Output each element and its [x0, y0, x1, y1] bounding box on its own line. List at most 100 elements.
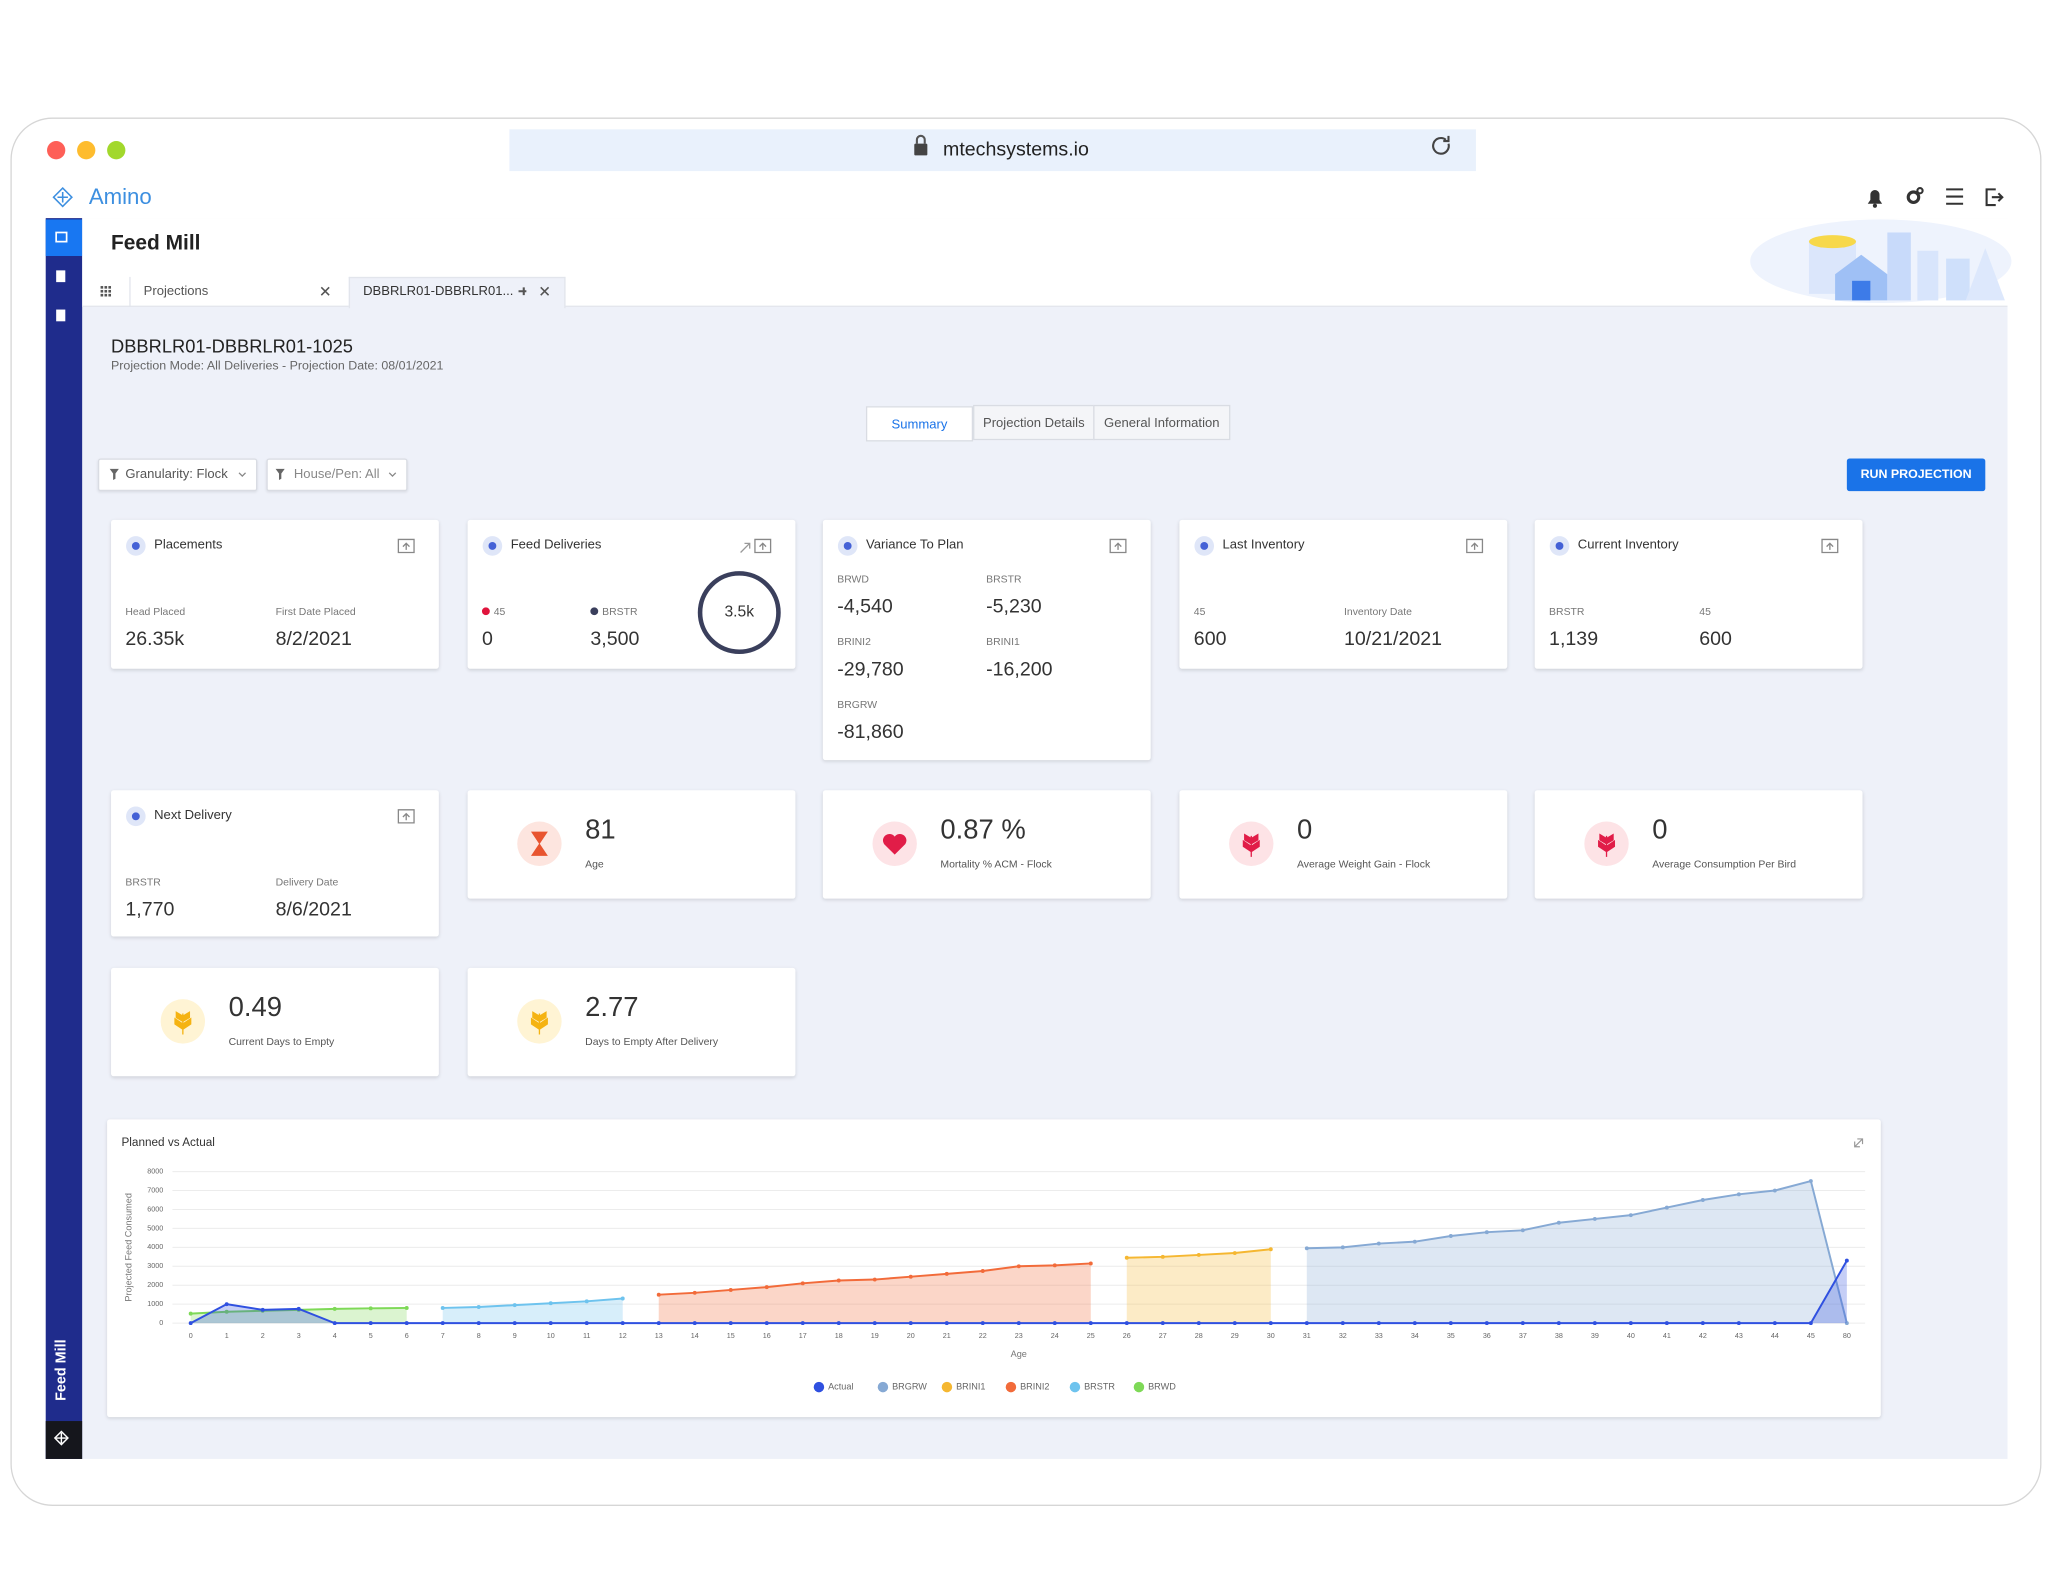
field-value: 26.35k [125, 628, 185, 651]
kpi-label: Age [585, 858, 604, 870]
x-tick-label: 29 [1231, 1332, 1239, 1340]
legend-label: BRGRW [892, 1382, 927, 1392]
series-point [1844, 1321, 1849, 1326]
series-point [1052, 1263, 1057, 1268]
legend-label: BRINI1 [956, 1382, 985, 1392]
field-value: 10/21/2021 [1343, 628, 1443, 651]
x-tick-label: 24 [1051, 1332, 1059, 1340]
field-value: 0 [481, 628, 493, 651]
x-tick-label: 35 [1447, 1332, 1455, 1340]
filter[interactable]: Granularity: Flock [97, 458, 258, 492]
series-point [836, 1278, 841, 1283]
series-point [404, 1305, 409, 1310]
field-label: BRSTR [1549, 606, 1585, 618]
filter[interactable]: House/Pen: All [266, 458, 408, 492]
series-area [1306, 1181, 1847, 1324]
view-tab-active[interactable]: Summary [865, 406, 974, 442]
kpi-label: Mortality % ACM - Flock [940, 858, 1052, 870]
series-point [1448, 1234, 1453, 1238]
sidebar-footer[interactable] [45, 1421, 83, 1459]
sidebar [45, 218, 83, 1459]
y-tick-label: 8000 [147, 1167, 163, 1175]
series-point [980, 1321, 985, 1326]
export-icon [1109, 538, 1127, 554]
export-icon [1466, 538, 1484, 554]
series-point [224, 1309, 229, 1314]
x-tick-label: 31 [1303, 1332, 1311, 1340]
series-point [1376, 1321, 1381, 1326]
logo-text[interactable]: Amino [88, 184, 152, 209]
view-tab[interactable]: Projection Details [973, 404, 1095, 441]
x-tick-label: 9 [513, 1332, 517, 1340]
series-point [1196, 1321, 1201, 1326]
series-point [1736, 1321, 1741, 1326]
legend-swatch [1005, 1381, 1017, 1393]
field-value: -29,780 [837, 658, 904, 681]
kpi-glyph [882, 834, 907, 855]
series-point [908, 1321, 913, 1326]
total-ring [697, 571, 781, 655]
series-point [368, 1306, 373, 1311]
x-tick-label: 42 [1699, 1332, 1707, 1340]
kpi-value: 2.77 [585, 992, 639, 1023]
active-tab[interactable] [348, 276, 566, 309]
series-point [692, 1321, 697, 1326]
series-point [836, 1321, 841, 1326]
series-point [1412, 1239, 1417, 1244]
tab[interactable] [129, 276, 346, 307]
card-title: Last Inventory [1222, 538, 1305, 553]
maximize-dot[interactable] [107, 141, 126, 160]
series-point [1592, 1321, 1597, 1326]
x-tick-label: 43 [1735, 1332, 1743, 1340]
field-label: Head Placed [125, 606, 186, 618]
series-point [1160, 1321, 1165, 1326]
sidebar-active-item[interactable] [45, 219, 83, 256]
run-button[interactable]: RUN PROJECTION [1846, 458, 1986, 492]
series-line [1306, 1179, 1848, 1324]
series-point [872, 1321, 877, 1326]
illustration [1750, 219, 2012, 304]
close-dot[interactable] [47, 141, 66, 160]
x-tick-label: 44 [1771, 1332, 1779, 1340]
x-tick-label: 22 [979, 1332, 987, 1340]
projection-subtitle: Projection Mode: All Deliveries - Projec… [111, 359, 444, 374]
kpi-label: Current Days to Empty [228, 1035, 335, 1048]
field-value: -5,230 [986, 595, 1042, 618]
series-point [224, 1302, 229, 1307]
card-icon-glyph [1555, 542, 1564, 550]
legend-dot [481, 607, 490, 616]
y-tick-label: 1000 [147, 1300, 163, 1308]
field-label: BRSTR [602, 606, 638, 618]
series-point [512, 1303, 517, 1308]
series-point [1484, 1230, 1489, 1235]
field-label: BRGRW [837, 698, 878, 711]
view-tab[interactable]: General Information [1093, 404, 1231, 441]
series-point [908, 1274, 913, 1279]
field-value: 1,139 [1549, 628, 1599, 651]
x-tick-label: 26 [1123, 1332, 1131, 1340]
series-point [296, 1306, 301, 1311]
series-point [1268, 1321, 1273, 1326]
series-point [440, 1321, 445, 1326]
series-point [188, 1311, 193, 1316]
series-point [584, 1299, 589, 1304]
minimize-dot[interactable] [77, 141, 96, 160]
series-point [260, 1307, 265, 1312]
icons [52, 134, 2004, 1446]
field-label: BRSTR [986, 573, 1022, 586]
card [1534, 519, 1863, 669]
series-point [1772, 1321, 1777, 1326]
card-title: Next Delivery [154, 808, 232, 823]
series-point [800, 1281, 805, 1286]
series-point [1196, 1252, 1201, 1257]
url-bar[interactable] [509, 129, 1476, 172]
x-tick-label: 16 [763, 1332, 771, 1340]
card-icon-glyph [488, 542, 497, 550]
legend-label: Actual [828, 1382, 853, 1392]
series-point [1376, 1241, 1381, 1246]
field-label: Delivery Date [275, 876, 339, 889]
series-point [764, 1285, 769, 1290]
x-tick-label: 10 [547, 1332, 555, 1340]
field-label: BRWD [837, 573, 869, 586]
